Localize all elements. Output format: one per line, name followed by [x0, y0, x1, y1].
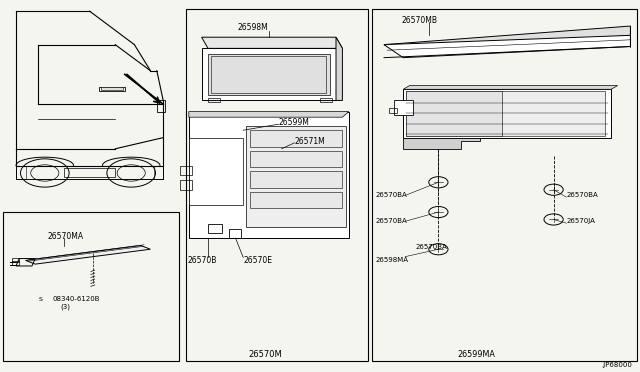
Polygon shape: [403, 89, 611, 138]
Polygon shape: [189, 112, 349, 238]
Text: 08340-6120B: 08340-6120B: [52, 296, 100, 302]
Bar: [186, 9, 368, 361]
Bar: [320, 98, 332, 102]
Polygon shape: [336, 37, 342, 100]
Bar: [372, 9, 637, 361]
Bar: [208, 98, 220, 102]
Bar: [3, 212, 179, 361]
Bar: [250, 151, 342, 167]
Polygon shape: [403, 138, 480, 149]
Text: S: S: [39, 297, 43, 302]
Text: 26599M: 26599M: [278, 118, 309, 127]
Bar: [189, 138, 243, 205]
Bar: [250, 192, 342, 208]
Polygon shape: [202, 37, 342, 48]
Text: 26570MB: 26570MB: [402, 16, 438, 25]
Bar: [12, 258, 19, 262]
Bar: [180, 166, 192, 175]
Text: 26571M: 26571M: [294, 137, 325, 146]
Text: 26570BA: 26570BA: [375, 192, 407, 198]
Bar: [229, 229, 241, 238]
Bar: [394, 100, 413, 115]
Polygon shape: [403, 86, 618, 89]
Bar: [211, 56, 326, 93]
Bar: [208, 54, 330, 95]
Text: (3): (3): [61, 304, 71, 310]
Text: 26570B: 26570B: [188, 256, 217, 265]
Bar: [389, 108, 397, 113]
Text: .JP68000: .JP68000: [602, 362, 632, 368]
Text: 26570JA: 26570JA: [566, 218, 595, 224]
Text: 26599MA: 26599MA: [458, 350, 496, 359]
Bar: [180, 180, 192, 190]
Text: 26570M: 26570M: [249, 350, 282, 359]
Text: 26570BA: 26570BA: [566, 192, 598, 198]
Bar: [250, 171, 342, 188]
Bar: [12, 261, 19, 265]
Text: 26598M: 26598M: [237, 23, 268, 32]
Text: 26570E: 26570E: [243, 256, 272, 265]
Polygon shape: [384, 26, 630, 54]
Bar: [406, 91, 605, 136]
Bar: [64, 168, 115, 177]
Text: 26570BA: 26570BA: [416, 244, 448, 250]
Text: 26570MA: 26570MA: [48, 232, 84, 241]
Bar: [101, 87, 123, 90]
Text: 26598MA: 26598MA: [375, 257, 408, 263]
Bar: [250, 130, 342, 147]
Polygon shape: [189, 112, 349, 117]
Bar: [406, 91, 502, 136]
Polygon shape: [384, 35, 630, 58]
Text: 26570BA: 26570BA: [375, 218, 407, 224]
Bar: [99, 87, 125, 91]
Polygon shape: [378, 52, 634, 309]
Bar: [208, 224, 222, 232]
Polygon shape: [26, 246, 150, 264]
Bar: [246, 126, 346, 227]
Polygon shape: [202, 48, 336, 100]
